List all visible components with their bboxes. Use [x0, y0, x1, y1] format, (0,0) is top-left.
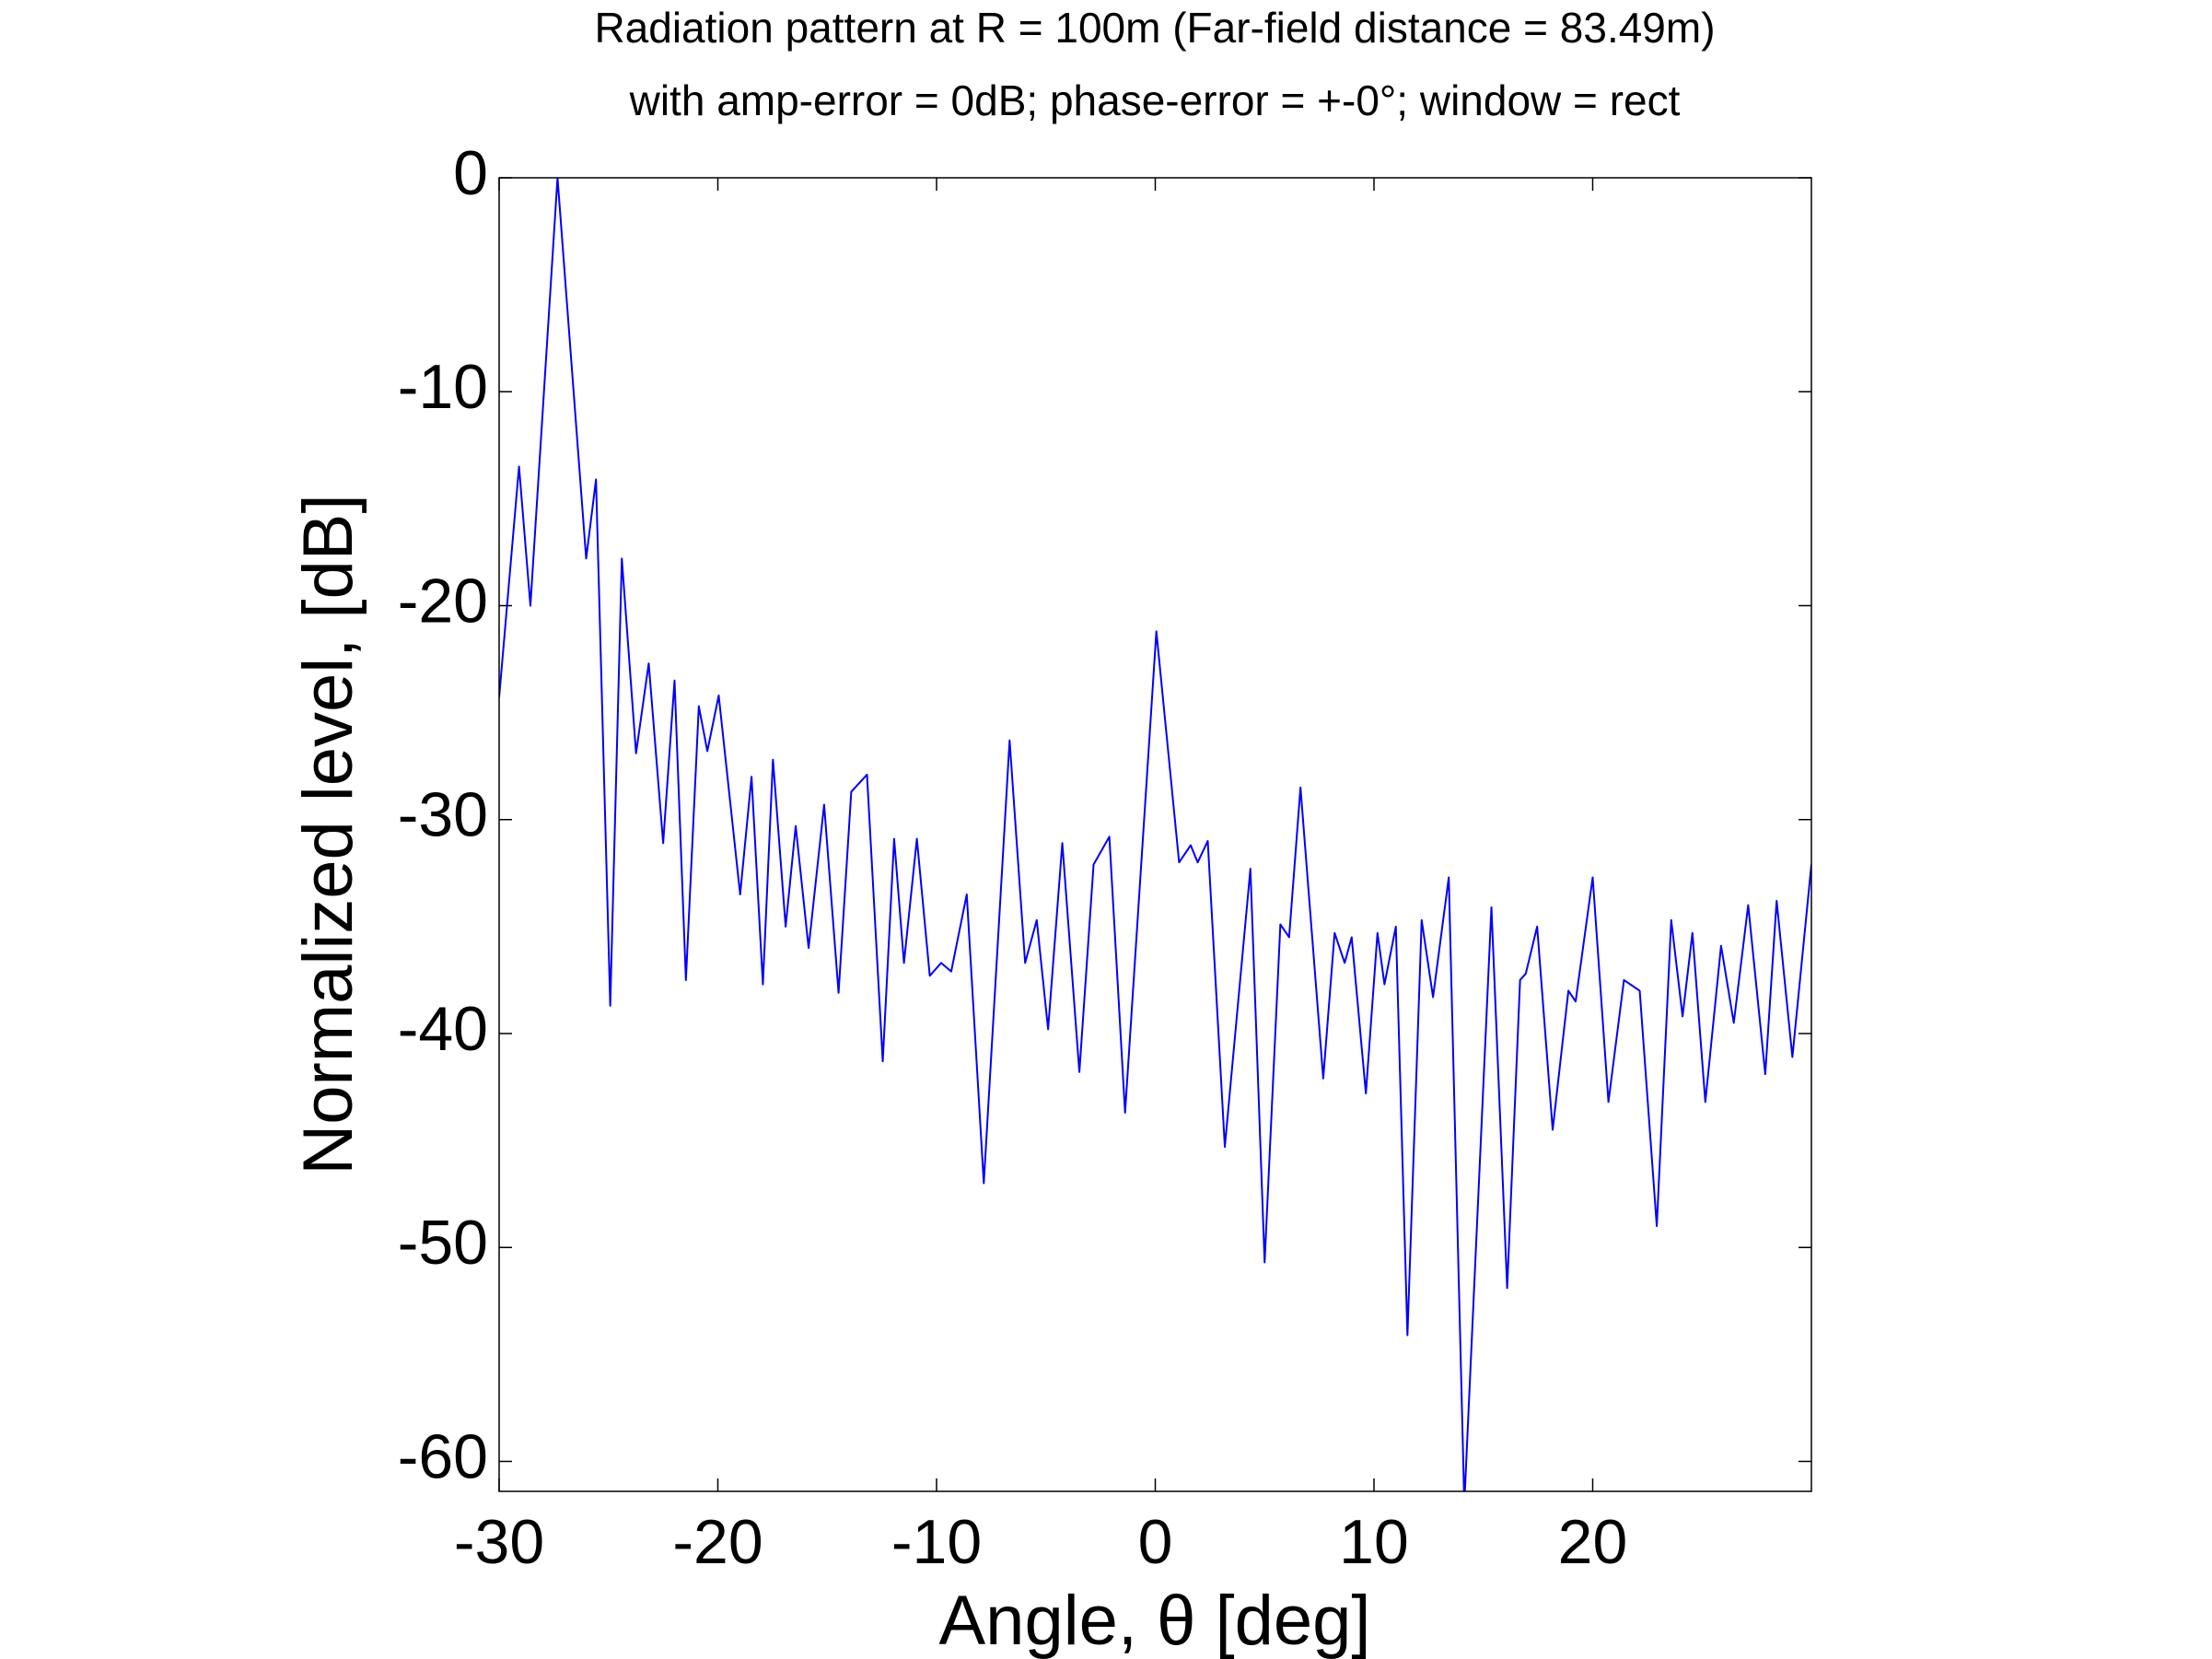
- y-tick-label: -60: [398, 1421, 488, 1491]
- x-axis-label: Angle, θ [deg]: [938, 1582, 1370, 1659]
- plot-area: [499, 178, 1811, 1491]
- y-tick-label: -20: [398, 566, 488, 636]
- x-tick-label: 20: [1558, 1507, 1628, 1577]
- y-tick-label: -10: [398, 352, 488, 422]
- y-tick-label: -30: [398, 780, 488, 850]
- x-tick-label: 0: [1138, 1507, 1173, 1577]
- chart-title: Radiation pattern at R = 100m (Far-field…: [594, 4, 1715, 52]
- x-tick-label: -20: [672, 1507, 763, 1577]
- x-tick-label: -10: [891, 1507, 982, 1577]
- series-line: [499, 178, 1811, 1491]
- x-tick-label: 10: [1339, 1507, 1409, 1577]
- chart-subtitle: with amp-error = 0dB; phase-error = +-0°…: [629, 76, 1681, 124]
- x-tick-label: -30: [454, 1507, 544, 1577]
- axes-box: [498, 177, 1812, 1492]
- y-tick-label: -40: [398, 994, 488, 1064]
- y-tick-label: 0: [453, 138, 488, 208]
- y-axis-label: Normalized level, [dB]: [289, 494, 367, 1174]
- y-tick-label: -50: [398, 1208, 488, 1278]
